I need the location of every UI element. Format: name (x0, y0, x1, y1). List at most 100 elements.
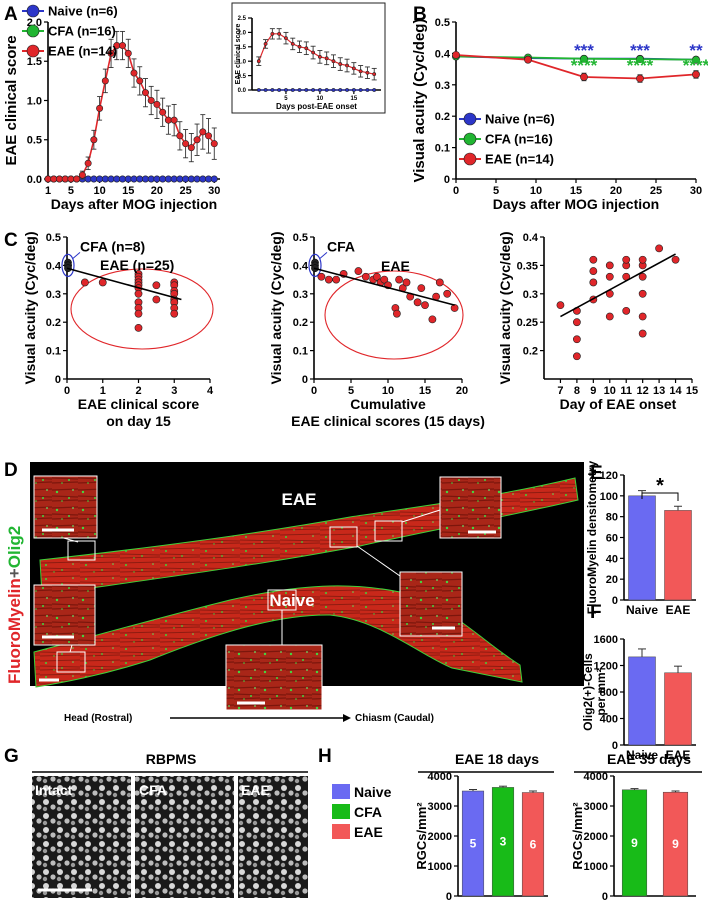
x-tick-label: 1 (100, 385, 106, 397)
eae-point (170, 309, 179, 318)
legend-swatch-cfa (332, 804, 350, 819)
y-axis-label: Visual acuity (Cyc/deg) (411, 19, 428, 183)
connector-2 (356, 545, 401, 577)
data-point-naive (358, 88, 363, 92)
tile-label-cfa: CFA (139, 782, 167, 798)
legend-swatch-naive (332, 784, 350, 799)
y-axis-label: EAE clinical score (3, 35, 20, 165)
legend-label: Naive (n=6) (48, 4, 118, 19)
eae-point (589, 267, 598, 275)
y-axis-label: RGCs/mm² (414, 802, 429, 870)
y-tick-label: 0.4 (523, 232, 539, 244)
y-tick-label: 0 (612, 595, 618, 607)
legend-label: CFA (n=16) (485, 132, 553, 147)
panel-letter-h: H (318, 746, 332, 767)
eae-point (152, 281, 161, 290)
data-point-eae (636, 74, 644, 83)
legend-label: EAE (n=14) (48, 44, 117, 59)
data-point-eae (107, 49, 115, 57)
cfa-ellipse (61, 253, 75, 277)
eae-point (589, 278, 598, 287)
panel-letter-a: A (4, 4, 18, 25)
data-point-naive (304, 88, 309, 92)
data-point-eae (205, 132, 213, 140)
n-label: 5 (470, 837, 477, 851)
data-point-eae (284, 36, 288, 41)
data-point-eae (136, 77, 144, 85)
data-point-naive (263, 88, 268, 92)
y-tick-label: 2000 (584, 831, 608, 843)
cfa-label: CFA (327, 238, 355, 254)
label-eae: EAE (282, 490, 317, 509)
y-axis-label-2: per mm² (594, 668, 608, 715)
data-point-eae (452, 51, 460, 59)
significance-stars: **** (627, 56, 654, 75)
eae-point (392, 309, 401, 318)
data-point-eae (338, 62, 343, 66)
y-tick-label: 120 (600, 470, 618, 482)
x-tick-label: 7 (557, 385, 563, 397)
eae-point (380, 275, 389, 284)
data-point-eae (193, 136, 201, 144)
legend-label-cfa: CFA (354, 804, 382, 820)
cfa-ellipse (308, 253, 322, 277)
data-point-eae (199, 128, 207, 136)
y-tick-label: 0.0 (238, 88, 247, 94)
data-point-eae (358, 69, 363, 74)
y-tick-label: 0.3 (523, 289, 538, 301)
tile-cfa (135, 776, 234, 898)
cfa-label: CFA (n=8) (80, 238, 145, 254)
legend-marker (26, 44, 40, 58)
legend-marker (26, 4, 40, 18)
data-point-naive (324, 88, 329, 92)
y-tick-label: 1000 (428, 861, 452, 873)
chart-c1-score-day15: 0 1 2 3 4 0 0.1 0.2 0.3 0.4 0.5 EAE clinical scoreo… (22, 231, 214, 429)
y-tick-label: 0.1 (46, 346, 61, 358)
significance-stars: *** (574, 41, 594, 60)
data-point-eae (101, 77, 109, 85)
x-tick-label: 3 (171, 385, 177, 397)
x-tick-label: 10 (530, 185, 542, 197)
y-tick-label: 0.3 (46, 289, 61, 301)
data-point-eae (277, 31, 282, 36)
eae-point (428, 315, 437, 324)
x-tick-label: 9 (590, 385, 596, 397)
eae-point (589, 255, 598, 264)
x-axis-label-2: on day 15 (106, 413, 171, 429)
y-axis-label: EAE clinical score (235, 24, 242, 85)
connector-4 (69, 644, 73, 653)
eae-point (413, 298, 422, 307)
data-point-eae (317, 54, 322, 59)
tile-label-eae: EAE (241, 782, 270, 798)
data-point-eae (580, 73, 588, 81)
eae-point (134, 323, 143, 332)
x-tick-label: 2 (135, 385, 141, 397)
y-tick-label: 0.4 (46, 260, 62, 272)
y-tick-label: 1000 (584, 861, 608, 873)
significance-stars: *** (630, 41, 650, 60)
eae-point (638, 255, 647, 264)
y-tick-label: 0.3 (435, 80, 450, 92)
x-tick-label: 15 (686, 385, 698, 397)
data-point-naive (331, 88, 336, 92)
data-point-eae (692, 70, 700, 79)
y-axis-label: Visual acuity (Cyc/deg) (497, 231, 513, 384)
x-tick-label: 30 (690, 185, 702, 197)
y-tick-label: 0.35 (517, 260, 538, 272)
bar-naive (628, 495, 656, 601)
category-label: Naive (626, 603, 658, 617)
y-tick-label: 0.5 (293, 232, 308, 244)
data-point-eae (119, 42, 127, 50)
data-point-eae (124, 49, 132, 57)
y-tick-label: 1600 (594, 634, 618, 646)
panel-letter-c: C (4, 230, 18, 251)
data-point-eae (147, 97, 155, 105)
y-tick-label: 0.3 (293, 289, 308, 301)
legend-label: Naive (n=6) (485, 112, 555, 127)
y-tick-label: 0.5 (435, 17, 450, 29)
x-axis-label: Days post-EAE onset (276, 102, 357, 111)
label-naive: Naive (269, 591, 314, 610)
eae-point (317, 272, 326, 281)
inset-frame (231, 2, 386, 114)
x-tick-label: 25 (650, 185, 662, 197)
